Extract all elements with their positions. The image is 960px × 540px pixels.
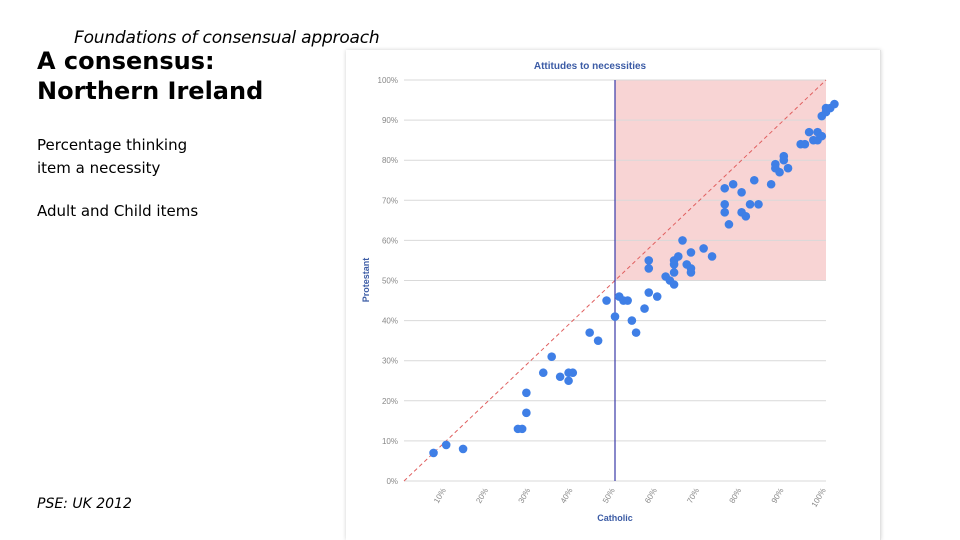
data-point <box>441 440 451 450</box>
data-point <box>593 336 603 345</box>
reference-diagonal-line <box>403 79 827 482</box>
data-point <box>699 244 708 253</box>
y-tick-label: 80% <box>382 156 398 165</box>
data-point <box>686 268 696 277</box>
source-note: PSE: UK 2012 <box>37 496 132 512</box>
y-tick-label: 70% <box>382 196 398 205</box>
data-point <box>568 368 578 378</box>
x-tick-label: 60% <box>643 487 659 505</box>
data-point <box>631 328 641 337</box>
data-point <box>627 316 637 325</box>
data-point <box>720 200 730 209</box>
data-point <box>564 376 573 386</box>
y-tick-label: 50% <box>382 277 398 286</box>
data-point <box>707 252 717 261</box>
y-tick-label: 30% <box>382 357 398 366</box>
x-tick-label: 100% <box>810 487 828 509</box>
body-text-items: Adult and Child items <box>37 202 199 220</box>
y-tick-label: 100% <box>378 76 398 85</box>
data-point <box>652 292 662 301</box>
data-point <box>522 408 531 418</box>
x-tick-label: 50% <box>601 487 617 505</box>
data-point <box>720 208 730 217</box>
data-point <box>555 372 565 382</box>
y-tick-label: 20% <box>382 397 398 406</box>
data-point <box>678 236 687 245</box>
slide-subtitle: Foundations of consensual approach <box>74 28 380 48</box>
chart-title: Attitudes to necessities <box>534 61 647 72</box>
y-tick-label: 60% <box>382 236 398 245</box>
data-point <box>429 448 438 458</box>
data-point <box>754 200 763 209</box>
data-point <box>547 352 556 361</box>
data-point <box>724 220 734 229</box>
data-point <box>775 167 784 177</box>
data-point <box>800 139 810 149</box>
title-line-1: A consensus: <box>37 47 215 75</box>
body-line-1: Percentage thinking <box>37 136 188 154</box>
data-point <box>623 296 632 305</box>
data-point <box>749 175 759 185</box>
y-axis-label: Protestant <box>361 258 371 303</box>
body-line-2: item a necessity <box>37 159 161 177</box>
y-tick-label: 10% <box>382 437 398 446</box>
data-point <box>522 388 531 398</box>
data-point <box>517 424 527 434</box>
x-tick-label: 20% <box>474 487 490 505</box>
y-tick-label: 40% <box>382 317 398 326</box>
data-point <box>817 131 827 141</box>
data-point <box>686 248 696 257</box>
data-point <box>644 256 654 265</box>
x-tick-label: 90% <box>770 487 786 505</box>
title-line-2: Northern Ireland <box>37 77 264 105</box>
data-point <box>644 264 654 273</box>
x-tick-label: 40% <box>559 487 575 505</box>
data-point <box>610 312 620 321</box>
data-point <box>745 200 755 209</box>
data-point <box>669 280 679 289</box>
data-point <box>644 288 654 297</box>
data-point <box>741 212 751 221</box>
data-point <box>640 304 649 313</box>
x-axis-label: Catholic <box>597 513 633 523</box>
data-point <box>669 268 679 277</box>
data-point <box>728 179 738 189</box>
data-point <box>804 127 814 137</box>
data-point <box>720 183 730 193</box>
body-text: Percentage thinking item a necessity <box>37 134 297 180</box>
data-point <box>538 368 548 378</box>
data-point <box>766 179 776 189</box>
data-point <box>783 163 793 173</box>
data-point <box>830 99 839 109</box>
slide-title: A consensus: Northern Ireland <box>37 46 337 106</box>
y-tick-label: 90% <box>382 116 398 125</box>
x-tick-label: 70% <box>685 487 701 505</box>
x-tick-label: 10% <box>432 487 448 505</box>
data-point <box>737 187 746 197</box>
data-point <box>779 155 789 165</box>
data-point <box>458 444 468 454</box>
y-tick-label: 0% <box>386 477 398 486</box>
data-point <box>602 296 611 305</box>
x-tick-label: 80% <box>728 487 744 505</box>
data-point <box>585 328 594 337</box>
x-tick-label: 30% <box>517 487 533 505</box>
data-point <box>674 252 683 261</box>
